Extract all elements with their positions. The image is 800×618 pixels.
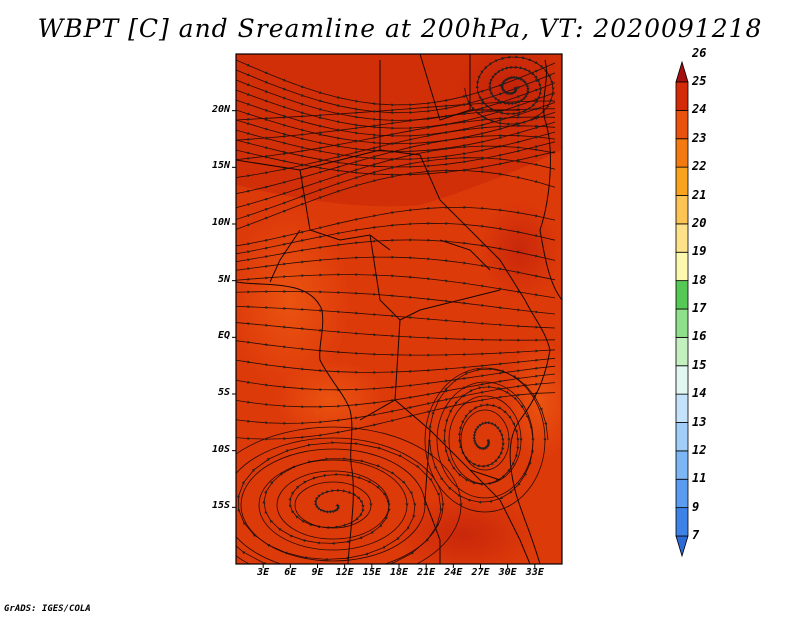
streamline <box>294 481 373 529</box>
border-line <box>469 469 531 564</box>
colorbar-swatch <box>675 422 689 452</box>
streamline <box>240 448 427 562</box>
colorbar-label: 26 <box>692 45 707 60</box>
lat-label: 10S <box>211 443 230 455</box>
colorbar-label: 11 <box>692 471 707 486</box>
border-line <box>269 229 301 283</box>
wbpt-hotspot <box>395 495 535 564</box>
streamline <box>236 441 443 564</box>
colorbar <box>675 60 689 558</box>
streamline <box>236 321 556 342</box>
colorbar-swatch <box>675 109 689 140</box>
lat-label: 20N <box>211 103 230 115</box>
streamline <box>258 459 409 551</box>
colorbar-swatch <box>675 81 689 111</box>
wbpt-hotspot <box>480 200 560 300</box>
colorbar-label: 17 <box>692 301 707 315</box>
axis-ticks <box>232 110 536 568</box>
colorbar-label: 15 <box>692 357 707 372</box>
map-canvas <box>236 54 562 564</box>
colorbar-swatch <box>675 478 689 509</box>
streamline <box>236 255 556 281</box>
colorbar-swatch <box>675 195 689 225</box>
border-line <box>369 234 501 321</box>
streamline <box>448 395 523 485</box>
colorbar-label: 19 <box>692 244 707 259</box>
colorbar-label: 14 <box>692 386 707 401</box>
coastline-east <box>509 299 551 564</box>
colorbar-label: 23 <box>692 130 707 145</box>
streamline <box>424 367 547 513</box>
border-line <box>236 60 381 171</box>
colorbar-arrow-high <box>675 60 689 83</box>
streamline <box>236 149 556 177</box>
colorbar-swatch <box>675 308 689 338</box>
colorbar-label: 16 <box>692 329 707 344</box>
colorbar-label: 20 <box>692 215 707 230</box>
colorbar-label: 18 <box>692 272 707 287</box>
colorbar-label: 13 <box>692 414 707 429</box>
streamline <box>236 437 445 564</box>
border-line <box>299 169 391 251</box>
lat-label: 10N <box>211 217 230 228</box>
streamline <box>427 367 549 504</box>
lon-label: 15E <box>362 567 381 578</box>
coastline-redsea <box>539 59 562 301</box>
streamline <box>236 272 556 299</box>
border-line <box>439 239 491 271</box>
colorbar-label: 25 <box>692 74 707 88</box>
lon-label: 12E <box>335 567 354 578</box>
colorbar-label: 7 <box>692 528 700 542</box>
lat-label: EQ <box>217 330 230 342</box>
map-title: WBPT [C] and Sreamline at 200hPa, VT: 20… <box>37 14 763 43</box>
lon-label: 30E <box>498 567 517 578</box>
streamline <box>236 340 556 357</box>
colorbar-label: 12 <box>692 442 707 457</box>
colorbar-swatch <box>675 138 689 168</box>
lat-label: 5N <box>217 273 230 285</box>
colorbar-label: 24 <box>692 102 707 117</box>
border-line <box>359 399 396 421</box>
border-line <box>379 149 526 301</box>
lon-label: 18E <box>389 567 409 578</box>
colorbar-swatch <box>675 166 689 196</box>
border-line <box>419 54 471 121</box>
lon-label: 9E <box>311 567 324 578</box>
lon-label: 6E <box>284 567 297 578</box>
lon-label: 3E <box>257 567 270 578</box>
grads-credit: GrADS: IGES/COLA <box>4 604 91 614</box>
wbpt-lower-region <box>505 340 562 460</box>
colorbar-swatch <box>675 450 689 480</box>
streamline <box>460 409 511 471</box>
colorbar-label: 21 <box>692 187 707 202</box>
lon-label: 27E <box>471 567 490 578</box>
streamline <box>436 381 535 499</box>
colorbar-swatch <box>675 365 689 395</box>
colorbar-swatch <box>675 223 689 253</box>
colorbar-arrow-low <box>675 535 689 558</box>
lat-label: 15S <box>211 500 230 512</box>
border-line <box>424 429 441 564</box>
streamline <box>236 426 463 564</box>
colorbar-label: 22 <box>692 159 707 174</box>
colorbar-swatch <box>675 251 689 282</box>
colorbar-swatch <box>675 393 689 423</box>
colorbar-swatch <box>675 507 689 537</box>
lat-label: 5S <box>217 387 230 398</box>
lon-label: 33E <box>525 567 544 578</box>
colorbar-swatch <box>675 280 689 310</box>
streamline <box>276 470 391 540</box>
lat-label: 15N <box>211 160 230 172</box>
lon-label: 21E <box>417 567 436 578</box>
colorbar-label: 9 <box>692 499 700 514</box>
colorbar-swatch <box>675 336 689 367</box>
coastline-west <box>236 281 354 564</box>
lon-label: 24E <box>444 567 463 578</box>
country-borders <box>236 54 562 564</box>
